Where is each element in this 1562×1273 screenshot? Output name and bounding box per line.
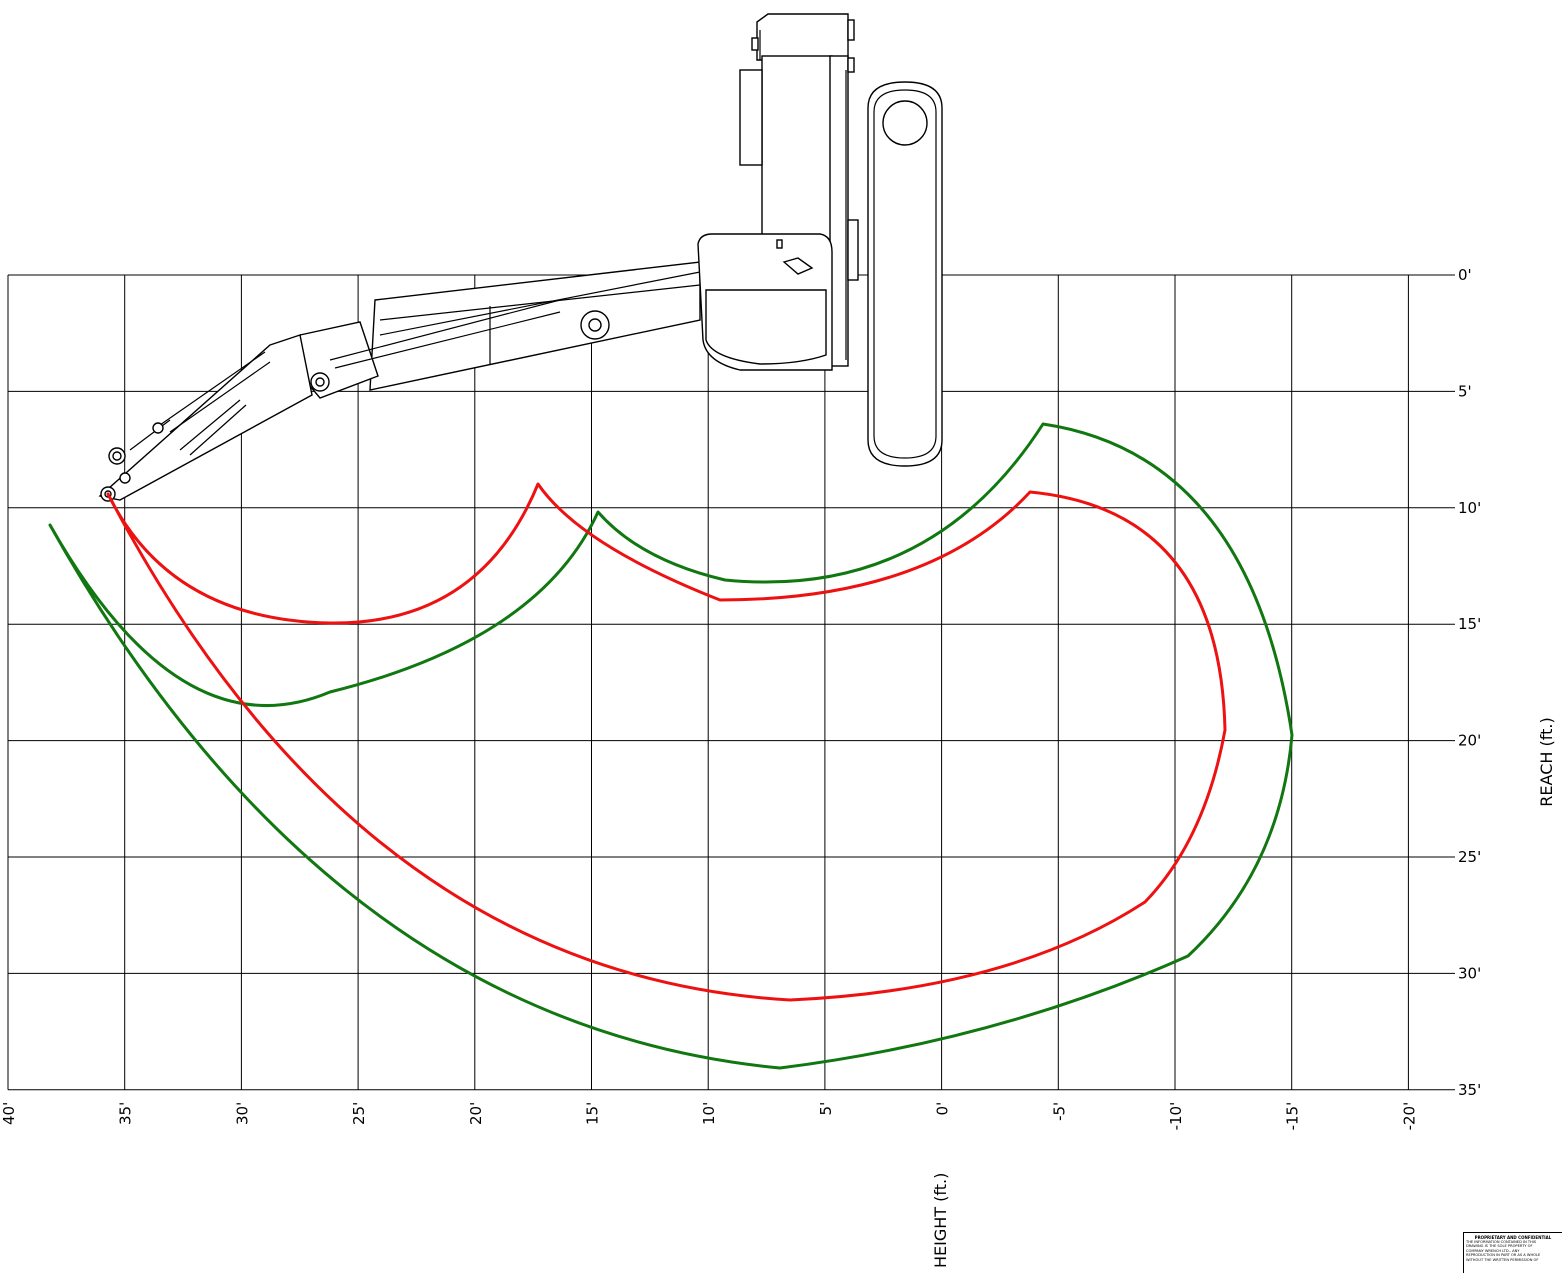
- height-tick-label: -10': [1167, 1102, 1185, 1131]
- height-tick-label: -5': [1050, 1102, 1068, 1121]
- boom-arm-icon: [98, 261, 701, 502]
- working-envelopes: [48, 422, 1294, 1070]
- outer-envelope: [48, 422, 1294, 1070]
- height-tick-label: 35': [117, 1102, 135, 1125]
- reach-tick-label: 10': [1458, 499, 1481, 517]
- reach-tick-label: 0': [1458, 266, 1472, 284]
- track-icon: [867, 81, 943, 467]
- reach-tick-label: 35': [1458, 1081, 1481, 1099]
- height-tick-label: 25': [350, 1102, 368, 1125]
- reach-axis-title: REACH (ft.): [1537, 717, 1556, 806]
- reach-tick-label: 20': [1458, 732, 1481, 750]
- inner-envelope: [106, 482, 1227, 1002]
- height-tick-label: 30': [233, 1102, 251, 1125]
- proprietary-notice: PROPRIETARY AND CONFIDENTIAL THE INFORMA…: [1463, 1232, 1562, 1273]
- notice-line: COMPANY WRENCH LTD.. ANY: [1466, 1248, 1520, 1253]
- height-tick-label: 0': [934, 1102, 952, 1116]
- height-tick-label: -20': [1400, 1102, 1418, 1131]
- reach-tick-label: 15': [1458, 615, 1481, 633]
- notice-line: THE INFORMATION CONTAINED IN THIS: [1466, 1240, 1537, 1244]
- reach-tick-labels: 0' 5' 10' 15' 20' 25' 30' 35': [1458, 266, 1481, 1099]
- excavator-drawing: [98, 13, 943, 502]
- reach-tick-label: 5': [1458, 382, 1472, 400]
- height-tick-label: -15': [1284, 1102, 1302, 1131]
- notice-line: DRAWING IS THE SOLE PROPERTY OF: [1466, 1244, 1533, 1249]
- notice-title: PROPRIETARY AND CONFIDENTIAL: [1474, 1235, 1552, 1240]
- height-tick-label: 5': [817, 1102, 835, 1116]
- height-tick-label: 40': [0, 1102, 18, 1125]
- reach-tick-label: 25': [1458, 848, 1481, 866]
- notice-line: WITHOUT THE WRITTEN PERMISSION OF: [1466, 1257, 1539, 1262]
- height-tick-labels: 40' 35' 30' 25' 20' 15' 10' 5' 0' -5' -10' -15' -20': [0, 1102, 1418, 1131]
- height-tick-label: 20': [467, 1102, 485, 1125]
- cab-icon: [697, 233, 833, 371]
- height-axis-title: HEIGHT (ft.): [931, 1173, 950, 1268]
- reach-tick-label: 30': [1458, 964, 1481, 982]
- height-tick-label: 10': [700, 1102, 718, 1125]
- height-tick-label: 15': [584, 1102, 602, 1125]
- notice-line: REPRODUCTION IN PART OR AS A WHOLE: [1466, 1253, 1541, 1258]
